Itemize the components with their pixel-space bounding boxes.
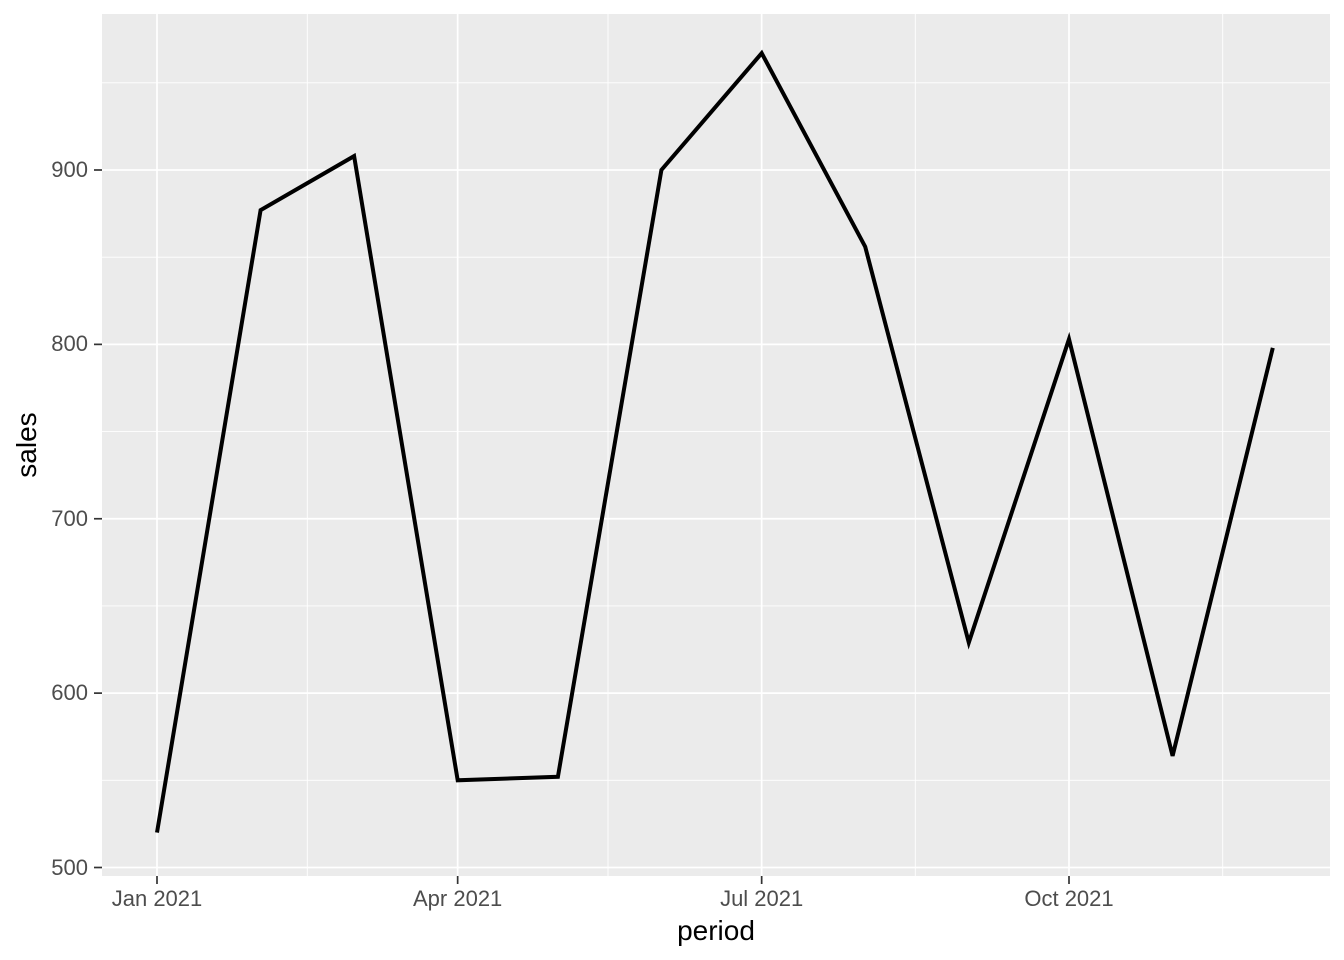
x-axis-tick-label: Jul 2021 [720, 886, 804, 911]
sales-line-series [155, 49, 1275, 833]
y-axis-tick-label: 600 [51, 680, 88, 706]
y-axis-tick-label: 900 [51, 157, 88, 182]
panel-background [102, 14, 1330, 876]
x-axis-tick-label: Apr 2021 [413, 886, 503, 911]
x-axis-title: period [677, 915, 755, 946]
y-axis-title: sales [11, 412, 42, 478]
y-axis-tick-label: 700 [51, 505, 88, 531]
y-axis-tick-label: 800 [51, 331, 88, 357]
x-axis-tick-label: Jan 2021 [111, 886, 203, 911]
x-axis-tick-label: Oct 2021 [1024, 886, 1114, 911]
y-axis-tick-label: 500 [51, 854, 88, 880]
